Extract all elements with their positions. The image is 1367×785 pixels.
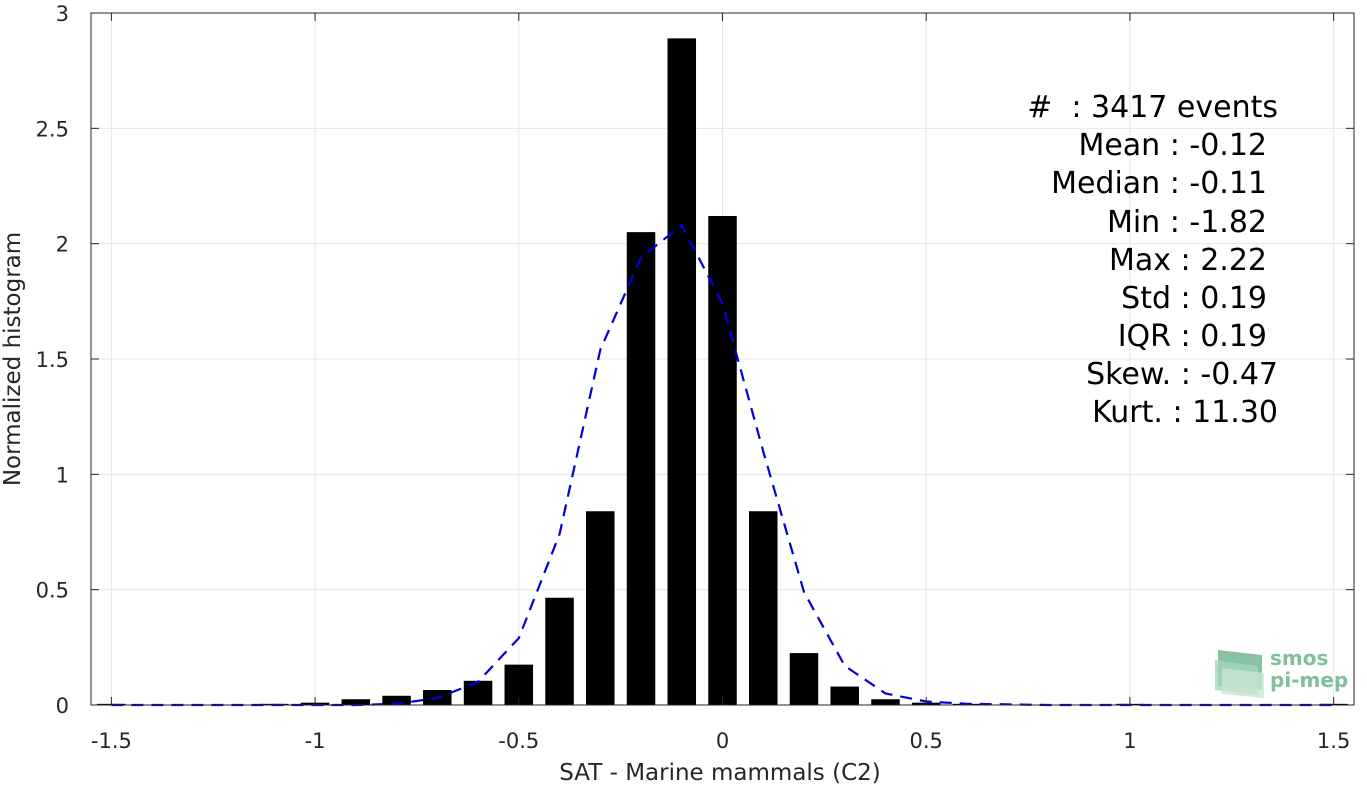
statistics-annotation: # : 3417 events Mean : -0.12 Median : -0…	[1027, 90, 1278, 430]
histogram-bar	[830, 686, 859, 705]
y-tick-label: 2	[56, 233, 69, 257]
histogram-bar	[382, 695, 411, 705]
y-tick-label: 2.5	[36, 117, 69, 141]
stat-count: # : 3417 events	[1027, 90, 1278, 125]
histogram-bars	[97, 38, 1348, 705]
fit-curve-group	[111, 223, 1334, 707]
y-tick-labels: 0 0.5 1 1.5 2 2.5 3	[36, 2, 69, 718]
axis-ticks	[91, 12, 1354, 706]
stat-kurt: Kurt. : 11.30	[1092, 395, 1278, 430]
stat-min: Min : -1.82	[1107, 205, 1267, 240]
y-tick-label: 3	[56, 2, 69, 26]
histogram-bar	[463, 680, 493, 705]
logo-text-pi-mep: pi-mep	[1270, 668, 1348, 692]
x-tick-labels: -1.5 -1 -0.5 0 0.5 1 1.5	[91, 729, 1350, 753]
stat-skew: Skew. : -0.47	[1086, 357, 1278, 392]
stat-iqr: IQR : 0.19	[1118, 319, 1267, 354]
stat-median: Median : -0.11	[1051, 166, 1267, 201]
fit-curve-line	[111, 223, 1334, 707]
x-tick-label: 0.5	[910, 729, 943, 753]
histogram-bar	[667, 38, 697, 705]
y-axis-label: Normalized histogram	[0, 232, 26, 486]
x-tick-label: -1	[305, 729, 326, 753]
stat-max: Max : 2.22	[1109, 243, 1267, 278]
y-tick-label: 1.5	[36, 348, 69, 372]
x-axis-label: SAT - Marine mammals (C2)	[559, 760, 881, 785]
stat-mean: Mean : -0.12	[1078, 128, 1267, 163]
histogram-bar	[789, 653, 819, 705]
x-tick-label: 1	[1123, 729, 1136, 753]
histogram-bar	[748, 511, 778, 705]
y-tick-label: 1	[56, 463, 69, 487]
logo-icon	[1215, 650, 1264, 698]
logo-text-smos: smos	[1270, 646, 1328, 670]
histogram-bar	[871, 699, 900, 705]
histogram-bar	[626, 232, 656, 705]
x-tick-label: -1.5	[91, 729, 132, 753]
x-tick-label: 1.5	[1317, 729, 1350, 753]
smos-pi-mep-logo: smos pi-mep	[1215, 646, 1348, 698]
histogram-bar	[708, 215, 737, 705]
x-tick-label: -0.5	[498, 729, 539, 753]
histogram-bar	[341, 699, 371, 705]
stat-std: Std : 0.19	[1121, 281, 1267, 316]
y-tick-label: 0	[56, 694, 69, 718]
y-tick-label: 0.5	[36, 579, 69, 603]
x-tick-label: 0	[716, 729, 729, 753]
histogram-bar	[586, 511, 615, 705]
histogram-bar	[545, 597, 574, 705]
